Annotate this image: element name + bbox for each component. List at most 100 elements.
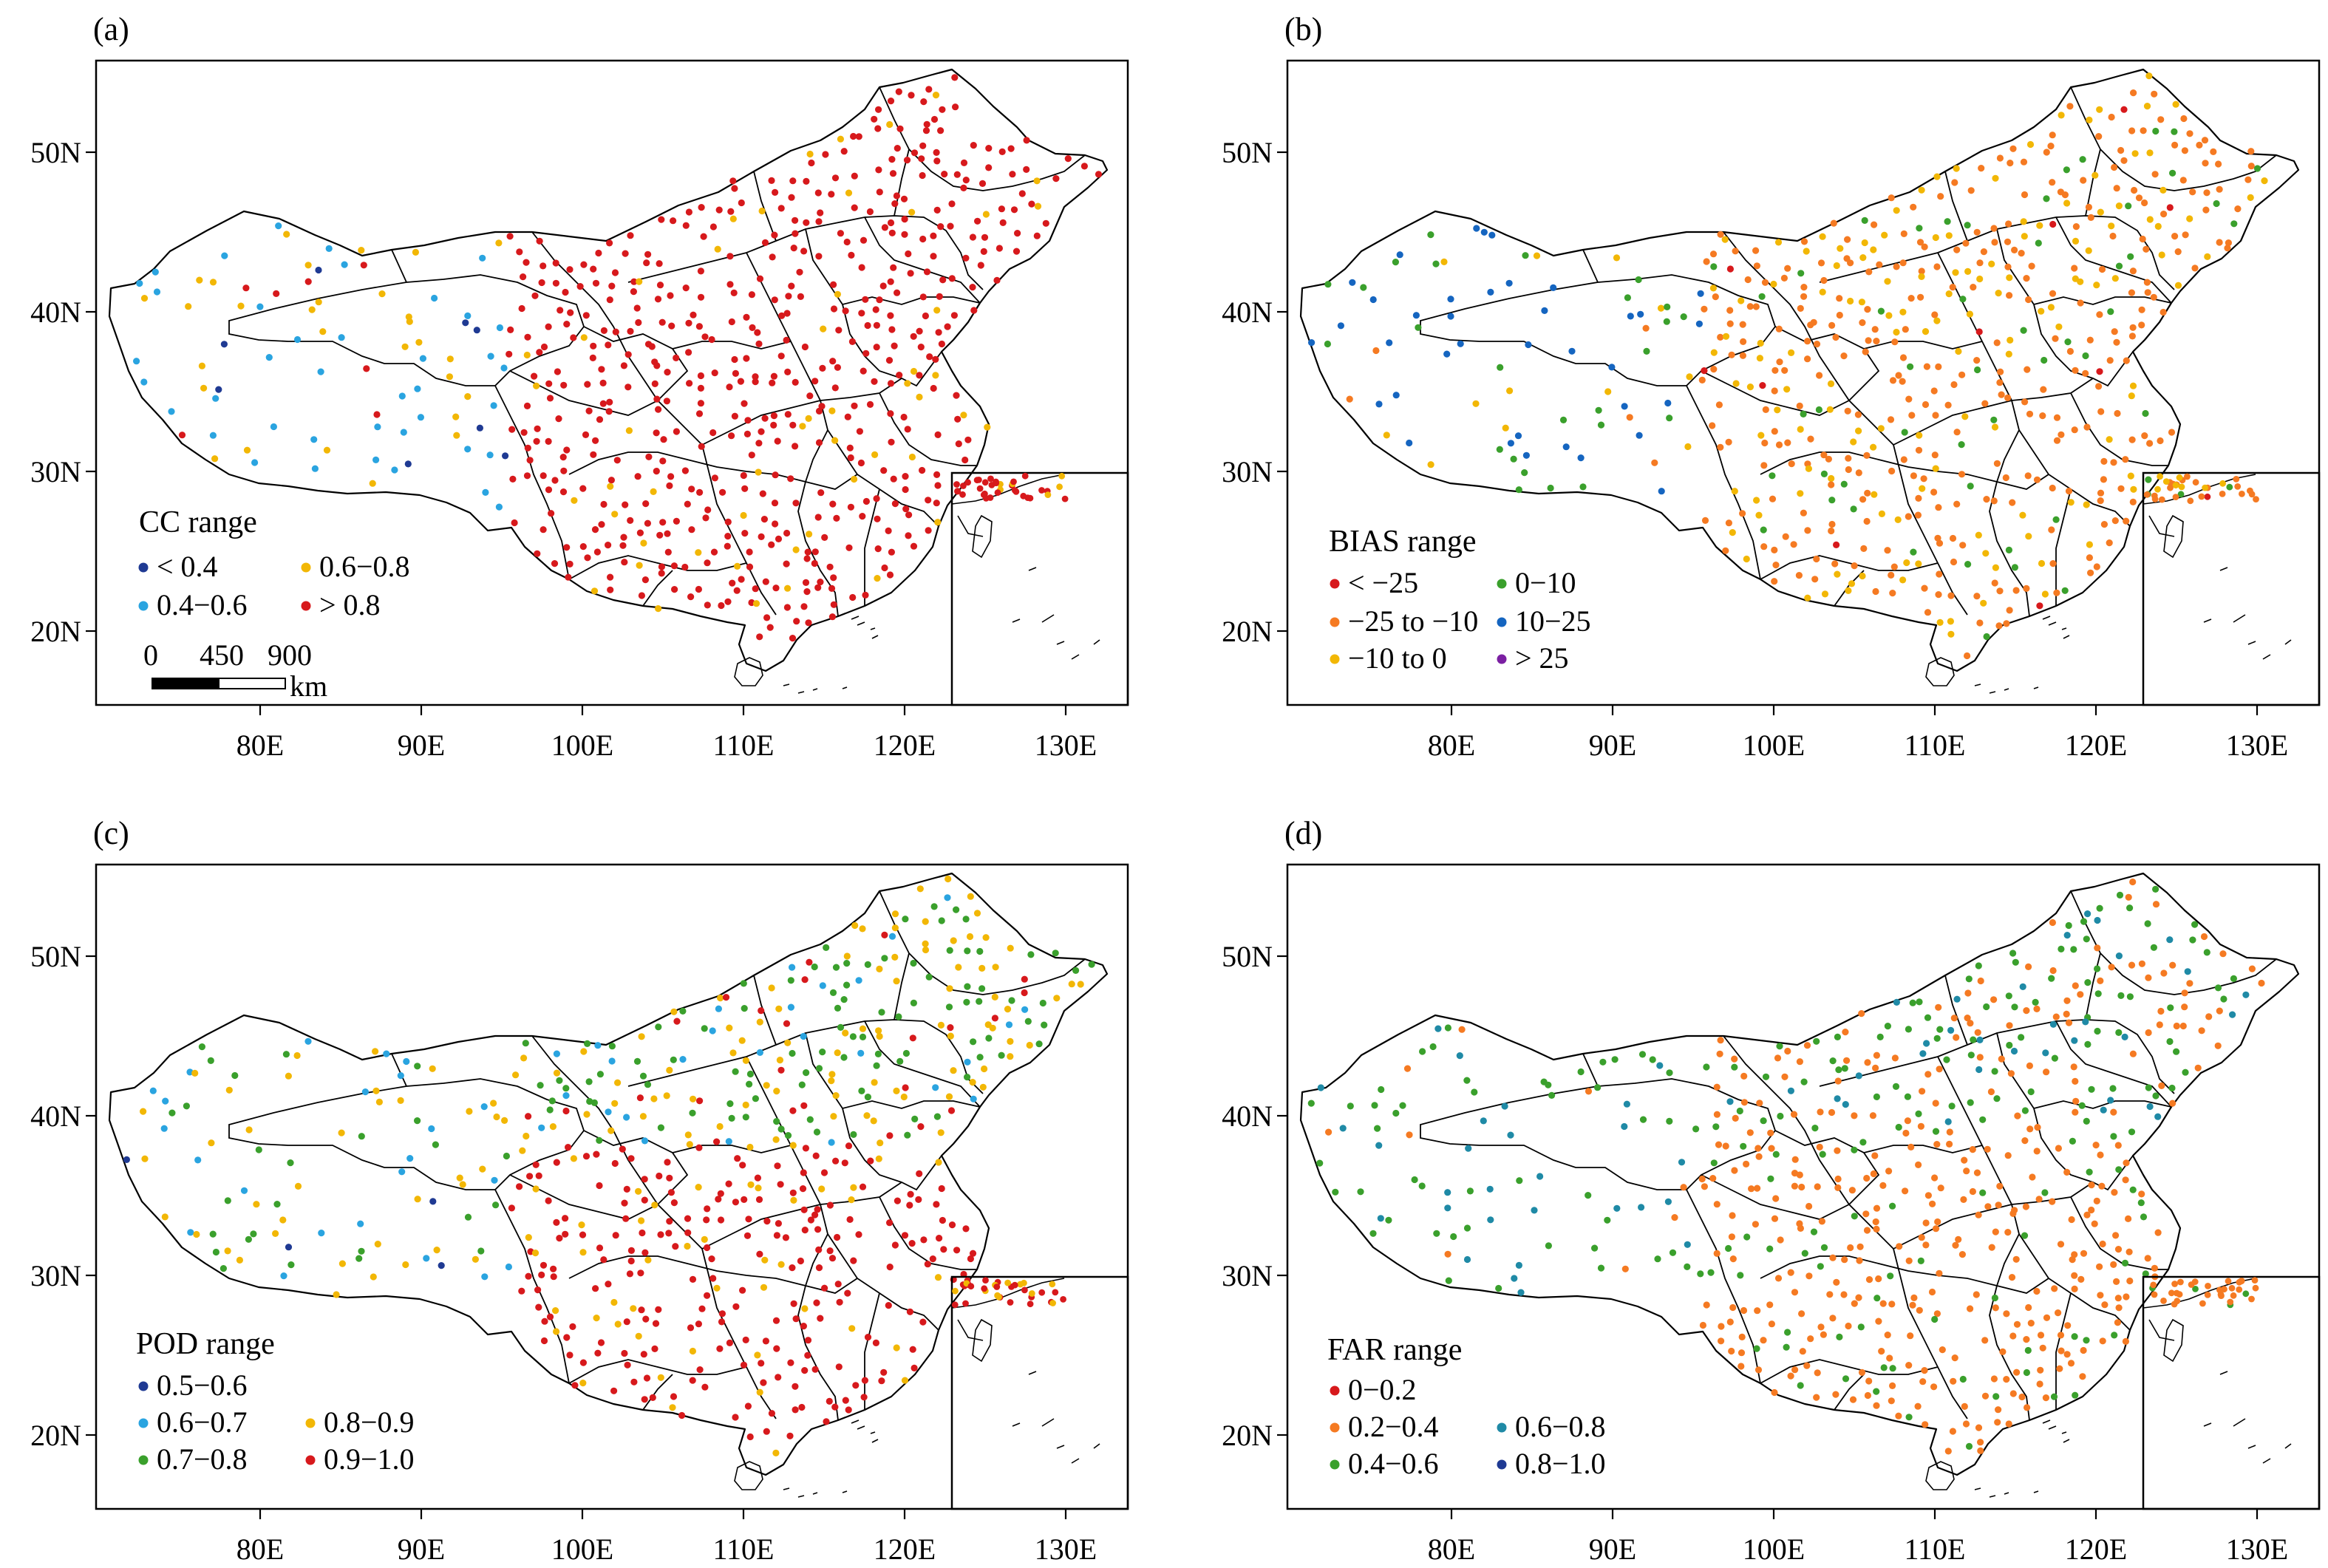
station-point (1740, 338, 1747, 345)
station-point (726, 253, 734, 260)
station-point (236, 1256, 243, 1264)
station-point (704, 1244, 711, 1252)
station-point (2100, 476, 2107, 483)
station-point (464, 393, 472, 400)
station-point (1873, 1402, 1880, 1409)
station-point (1992, 1304, 1999, 1312)
station-point (1918, 186, 1925, 194)
station-point (168, 408, 175, 415)
x-tick-label: 130E (2226, 1533, 2288, 1566)
station-point (800, 1206, 808, 1213)
station-point (1715, 401, 1723, 409)
station-point (630, 278, 638, 285)
station-point (1833, 262, 1840, 270)
station-point (245, 1235, 252, 1243)
station-point (880, 467, 888, 474)
station-point (1480, 228, 1488, 236)
station-point (864, 1094, 871, 1101)
station-point (240, 1187, 248, 1194)
station-point (178, 432, 186, 439)
station-point (2174, 282, 2182, 289)
station-point (1935, 1003, 1942, 1011)
station-point (837, 230, 844, 237)
station-point (338, 1129, 345, 1136)
station-point (934, 482, 942, 489)
station-point (651, 380, 658, 387)
legend-swatch (138, 1418, 149, 1428)
station-point (361, 1088, 369, 1096)
station-point (2033, 1005, 2041, 1012)
station-point (1877, 307, 1885, 315)
station-point (598, 521, 605, 528)
station-point (717, 1190, 724, 1197)
station-point (592, 1285, 599, 1292)
station-point (1835, 1066, 1842, 1074)
station-point (804, 1337, 812, 1344)
station-point (555, 415, 562, 423)
station-point (1443, 350, 1451, 358)
station-point (493, 1113, 500, 1121)
station-point (315, 266, 322, 274)
station-point (1990, 225, 1998, 232)
station-point (783, 1020, 791, 1027)
station-point (916, 1170, 923, 1177)
station-point (715, 1005, 723, 1012)
station-point (2010, 1047, 2018, 1055)
station-point (1088, 961, 1095, 968)
station-point (2125, 893, 2132, 901)
station-point (338, 334, 345, 341)
station-point (963, 998, 970, 1006)
station-point (1780, 274, 1788, 282)
station-point (2167, 1004, 2174, 1012)
station-point (2142, 245, 2150, 253)
station-point (598, 366, 605, 373)
legend-swatch (305, 1455, 316, 1465)
station-point (792, 1406, 799, 1414)
station-point (642, 500, 650, 508)
station-point (1415, 324, 1422, 331)
station-point (1981, 1337, 1989, 1344)
y-tick-label: 50N (30, 136, 81, 169)
station-point (880, 1368, 888, 1376)
station-point (209, 279, 217, 286)
station-point (650, 1095, 658, 1102)
station-point (1917, 293, 1924, 301)
station-point (1419, 1048, 1426, 1055)
station-point (516, 248, 523, 256)
station-point (1643, 347, 1650, 355)
station-point (643, 1374, 651, 1382)
station-point (985, 145, 993, 152)
station-point (1953, 246, 1961, 253)
scale-bar-unit: km (290, 669, 327, 703)
station-point (1862, 348, 1869, 355)
station-point (605, 341, 612, 349)
station-point (935, 329, 942, 336)
station-point (783, 529, 791, 537)
station-point (1982, 550, 1990, 557)
station-point (1774, 239, 1783, 246)
station-point (851, 172, 858, 180)
station-point (894, 145, 901, 152)
station-point (1760, 1117, 1767, 1125)
station-point (664, 369, 671, 376)
station-point (2157, 437, 2164, 445)
station-point (1624, 294, 1631, 301)
station-point (1919, 1050, 1927, 1057)
station-point (1850, 438, 1857, 446)
station-point (584, 381, 591, 388)
station-point (654, 296, 662, 303)
station-point (756, 633, 763, 641)
station-point (2072, 223, 2080, 231)
station-point (760, 1379, 767, 1386)
station-point (1759, 382, 1766, 389)
station-point (980, 248, 987, 255)
station-point (1810, 1228, 1818, 1235)
station-point (1845, 587, 1852, 595)
station-point (508, 426, 516, 433)
station-point (1909, 1301, 1916, 1309)
station-point (2146, 1102, 2154, 1111)
station-point (153, 288, 161, 296)
station-point (1813, 341, 1821, 348)
station-point (1990, 497, 1998, 505)
station-point (2158, 496, 2165, 503)
